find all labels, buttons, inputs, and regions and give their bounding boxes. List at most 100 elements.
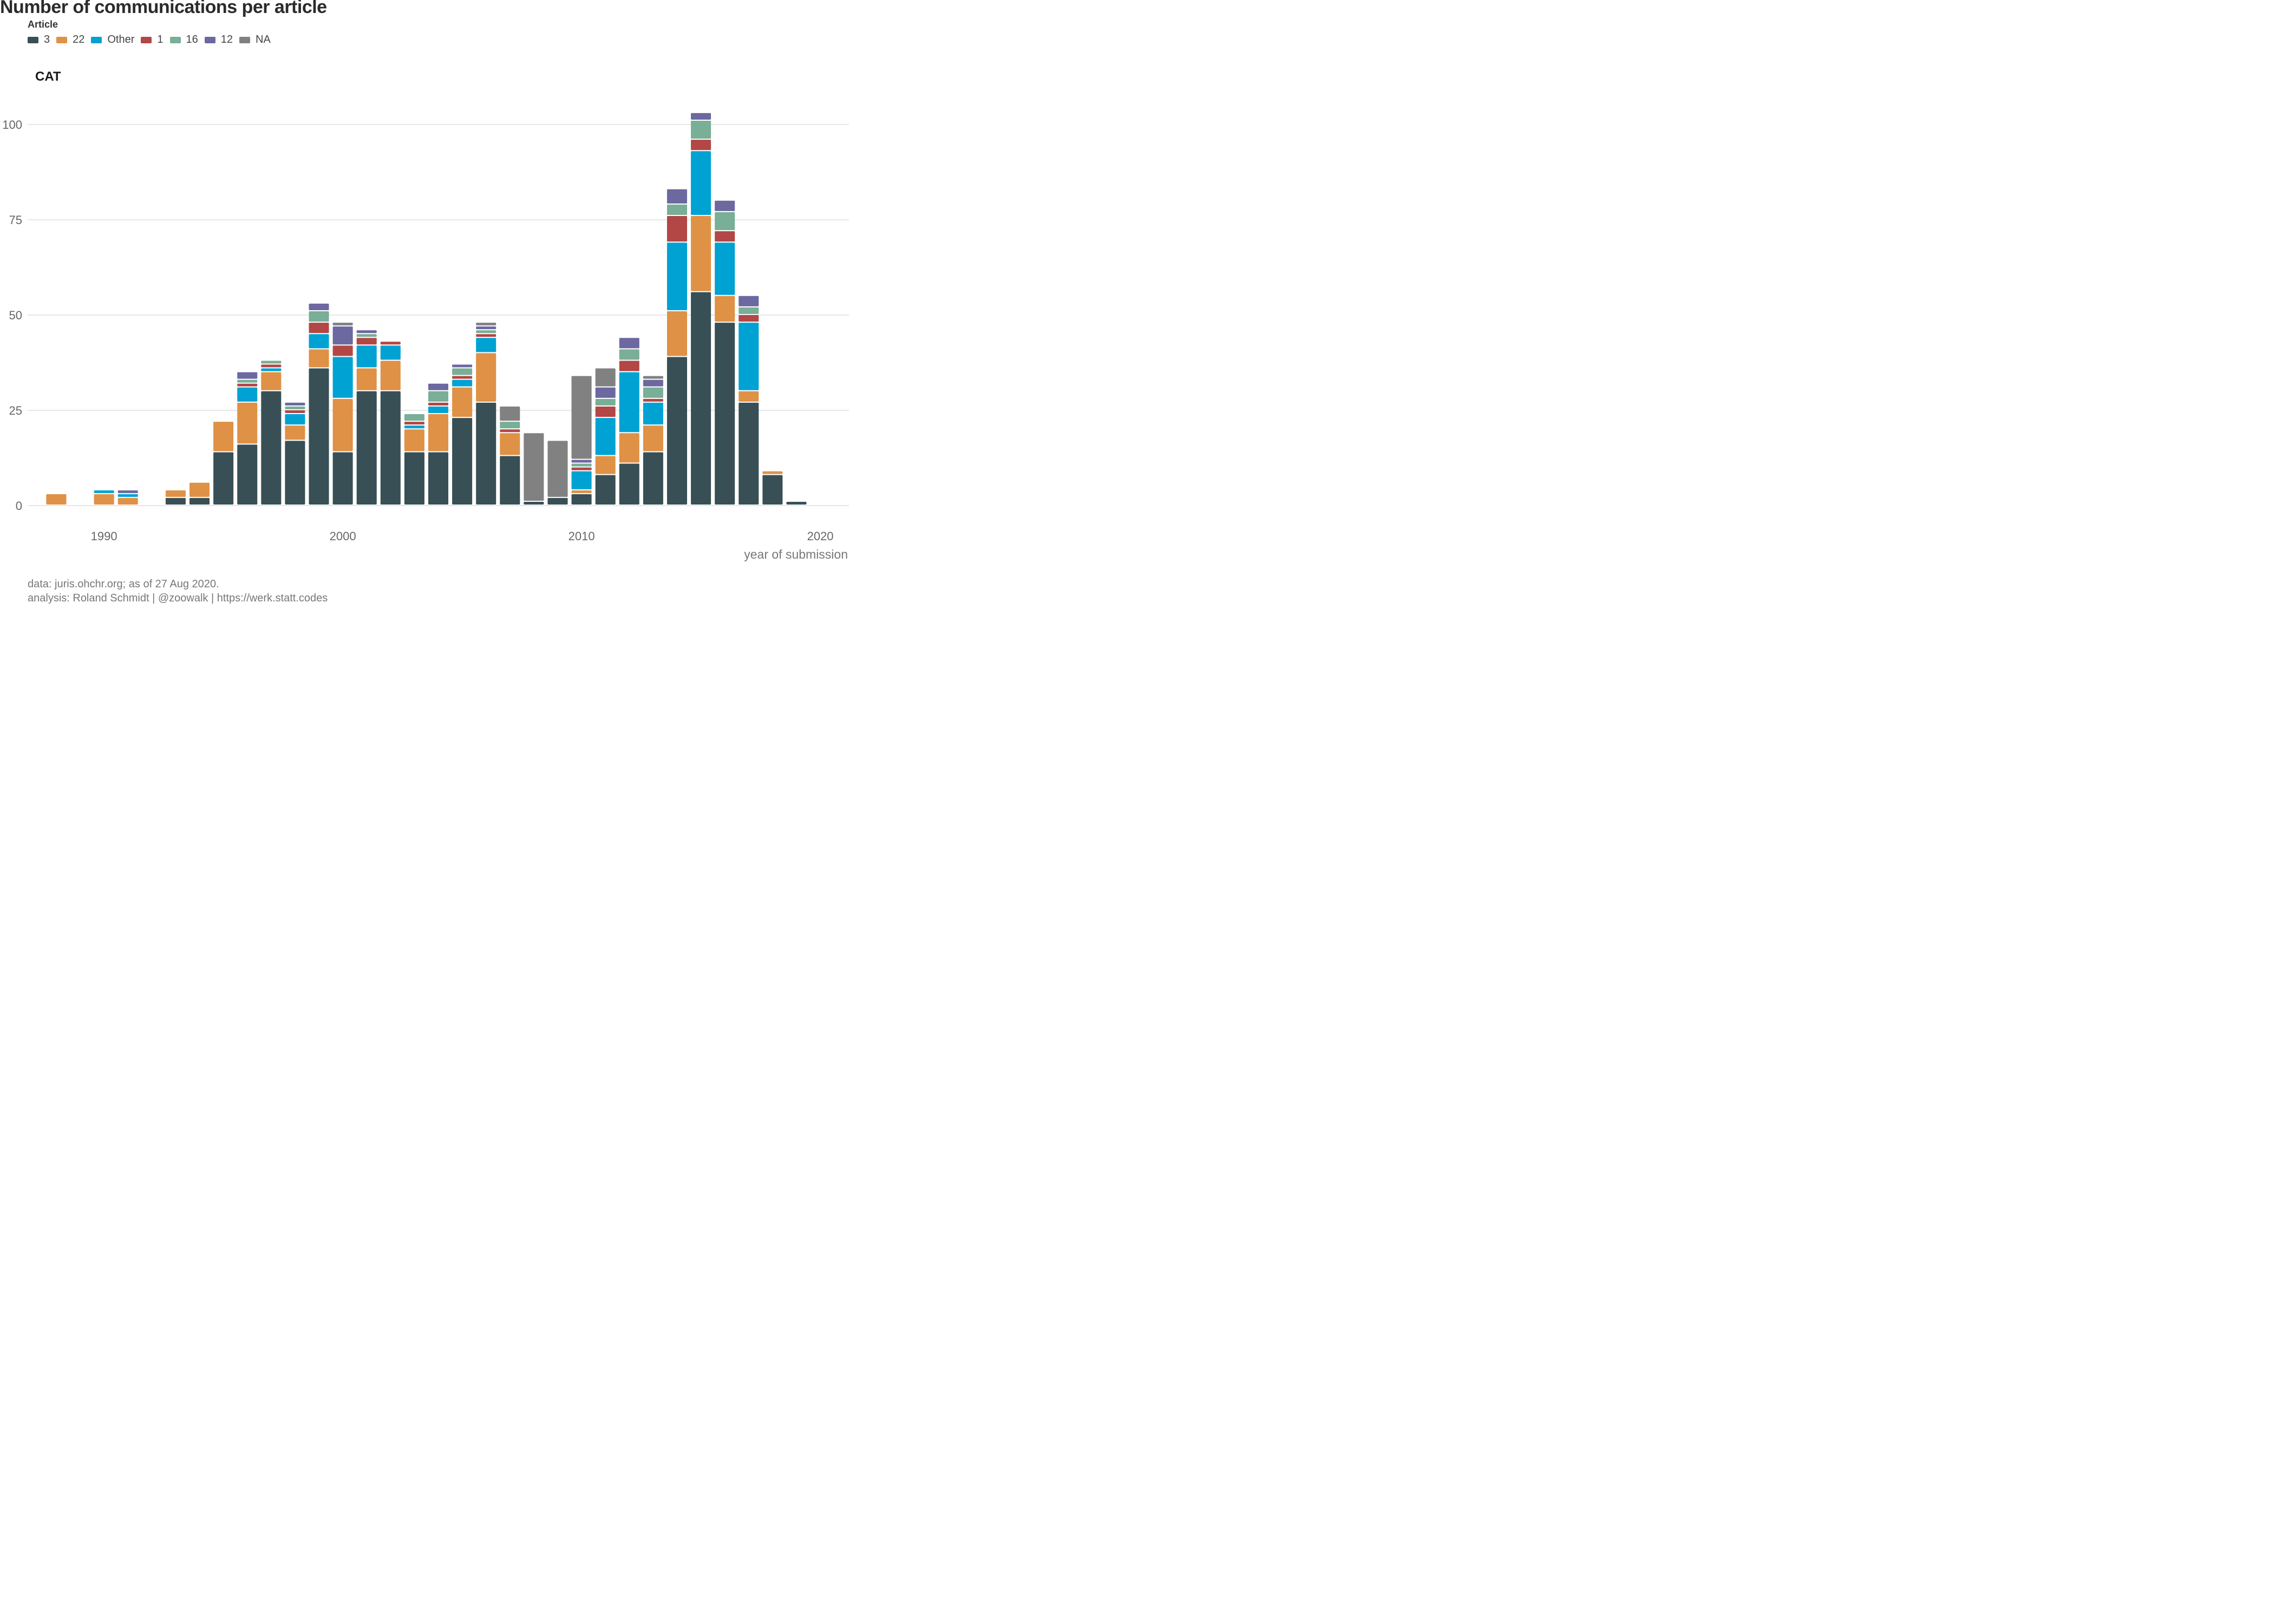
bar-segment xyxy=(261,361,282,364)
caption-data-source: data: juris.ohchr.org; as of 27 Aug 2020… xyxy=(28,578,219,590)
bar-segment xyxy=(595,368,616,387)
bar-segment xyxy=(524,501,544,505)
bar-segment xyxy=(428,452,449,505)
bar-segment xyxy=(237,383,258,387)
bar-segment xyxy=(595,418,616,455)
bar-segment xyxy=(46,494,67,505)
bar-segment xyxy=(666,204,688,215)
bar-segment xyxy=(452,387,473,417)
bar-segment xyxy=(571,471,592,489)
legend-item: NA xyxy=(239,34,271,46)
legend-swatch xyxy=(28,36,38,43)
bar-segment xyxy=(332,326,353,345)
bar-segment xyxy=(500,456,520,505)
bar-segment xyxy=(332,345,353,356)
legend-swatch xyxy=(169,36,181,43)
bar-segment xyxy=(428,406,449,414)
bar-segment xyxy=(117,497,138,505)
bar-segment xyxy=(309,349,329,368)
bar-segment xyxy=(94,494,114,505)
legend-label: 1 xyxy=(157,34,164,45)
bar-segment xyxy=(94,490,114,493)
bar-segment xyxy=(380,391,401,505)
bar-segment xyxy=(476,402,496,505)
bar-segment xyxy=(356,338,377,345)
legend-label: Other xyxy=(107,34,135,45)
bar-segment xyxy=(428,391,449,402)
bar-segment xyxy=(715,200,735,211)
bar-segment xyxy=(476,353,496,402)
legend-label: 12 xyxy=(220,34,233,45)
legend-label: 3 xyxy=(44,34,50,45)
bar-segment xyxy=(715,323,735,505)
bar-segment xyxy=(213,452,234,505)
bar-segment xyxy=(165,497,186,505)
y-tick-label: 25 xyxy=(9,404,22,417)
bar-segment xyxy=(332,323,353,326)
bar-segment xyxy=(356,330,377,333)
bar-segment xyxy=(356,334,377,337)
legend: 3 22 Other 1 16 12 NA xyxy=(28,34,277,46)
stacked-bar-chart: 0 25 50 75 100 1990 2000 2010 2020 year of submis… xyxy=(2,113,849,561)
y-tick-label: 50 xyxy=(9,309,22,322)
legend-title: Article xyxy=(28,19,58,30)
bar-segment xyxy=(739,315,759,322)
bar-segment xyxy=(213,422,234,451)
bar-segment xyxy=(237,402,258,444)
bar-segment xyxy=(739,402,759,505)
bar-segment xyxy=(476,323,496,326)
bar-segment xyxy=(428,383,449,390)
y-tick-label: 75 xyxy=(9,213,22,227)
x-tick-label: 2000 xyxy=(330,529,356,543)
legend-item: 12 xyxy=(204,34,233,46)
bar-segment xyxy=(261,364,282,368)
bar-segment xyxy=(715,212,735,231)
legend-label: 22 xyxy=(73,34,85,45)
legend-label: NA xyxy=(256,34,271,45)
bar-segment xyxy=(643,452,663,505)
bar-segment xyxy=(356,368,377,390)
bar-segment xyxy=(666,243,688,310)
bar-segment xyxy=(117,494,138,497)
bar-segment xyxy=(404,422,424,425)
bar-segment xyxy=(739,391,759,402)
bar-segment xyxy=(547,441,568,497)
bar-segment xyxy=(380,361,401,390)
bar-segment xyxy=(380,342,401,345)
bar-segment xyxy=(332,452,353,505)
bar-segment xyxy=(524,433,544,501)
bar-segment xyxy=(404,429,424,451)
bar-segment xyxy=(285,414,305,425)
legend-item: 22 xyxy=(56,34,84,46)
bar-segment xyxy=(285,406,305,409)
bar-segment xyxy=(619,349,639,360)
bar-segment xyxy=(643,376,663,379)
bar-segment xyxy=(309,323,329,333)
bar-segment xyxy=(571,463,592,467)
legend-item: Other xyxy=(91,34,134,46)
bar-segment xyxy=(715,296,735,322)
bar-segment xyxy=(237,372,258,379)
bar-segment xyxy=(309,311,329,322)
bar-segment xyxy=(500,429,520,433)
bar-segment xyxy=(643,398,663,402)
bar-segment xyxy=(428,402,449,405)
facet-label: CAT xyxy=(35,69,61,84)
bar-segment xyxy=(309,368,329,505)
bar-segment xyxy=(476,330,496,333)
bar-segment xyxy=(595,387,616,398)
bar-segment xyxy=(691,113,711,120)
bar-segment xyxy=(595,406,616,417)
bar-segment xyxy=(285,410,305,414)
bar-segment xyxy=(715,231,735,242)
bar-segment xyxy=(666,311,688,356)
legend-swatch xyxy=(91,36,102,43)
bar-segment xyxy=(285,425,305,440)
bar-segment xyxy=(619,463,639,505)
bar-segment xyxy=(309,334,329,349)
y-tick-label: 100 xyxy=(2,118,22,132)
bar-segment xyxy=(739,323,759,390)
bar-segment xyxy=(404,425,424,429)
bar-segment xyxy=(691,120,711,139)
bar-segment xyxy=(189,497,210,505)
